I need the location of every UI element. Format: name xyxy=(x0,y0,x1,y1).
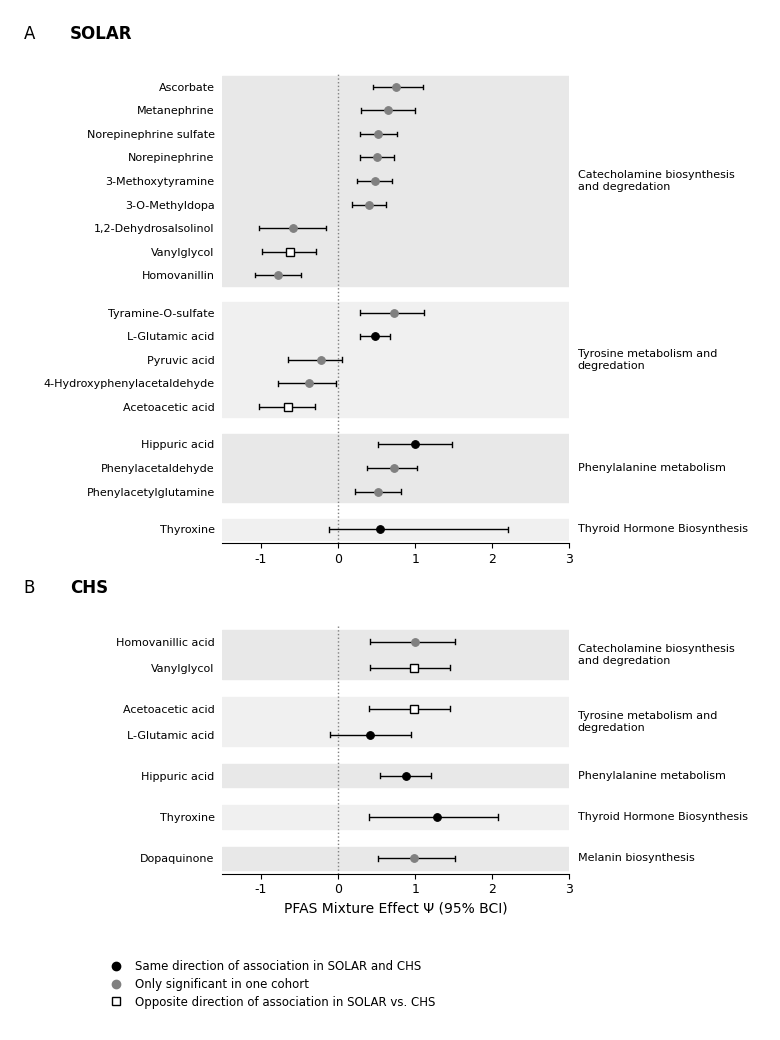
Text: Phenylalanine metabolism: Phenylalanine metabolism xyxy=(578,463,725,473)
X-axis label: PFAS Mixture Effect Ψ (95% BCI): PFAS Mixture Effect Ψ (95% BCI) xyxy=(284,902,508,916)
Text: Thyroid Hormone Biosynthesis: Thyroid Hormone Biosynthesis xyxy=(578,524,748,535)
Text: SOLAR: SOLAR xyxy=(70,25,133,44)
Text: Tyrosine metabolism and
degredation: Tyrosine metabolism and degredation xyxy=(578,711,717,732)
Legend: Same direction of association in SOLAR and CHS, Only significant in one cohort, : Same direction of association in SOLAR a… xyxy=(100,956,440,1013)
Text: B: B xyxy=(23,579,35,597)
Text: Tyrosine metabolism and
degredation: Tyrosine metabolism and degredation xyxy=(578,349,717,370)
Bar xyxy=(222,764,569,787)
Bar xyxy=(222,434,569,502)
Bar xyxy=(222,697,569,746)
Text: Catecholamine biosynthesis
and degredation: Catecholamine biosynthesis and degredati… xyxy=(578,171,735,191)
Bar xyxy=(222,303,569,417)
Bar xyxy=(222,519,569,540)
Bar xyxy=(222,76,569,286)
Text: Melanin biosynthesis: Melanin biosynthesis xyxy=(578,853,694,863)
Text: A: A xyxy=(23,25,35,44)
Bar xyxy=(222,805,569,829)
Text: CHS: CHS xyxy=(70,579,108,597)
Bar xyxy=(222,847,569,869)
Text: Thyroid Hormone Biosynthesis: Thyroid Hormone Biosynthesis xyxy=(578,812,748,822)
Text: Phenylalanine metabolism: Phenylalanine metabolism xyxy=(578,771,725,781)
Bar xyxy=(222,630,569,679)
Text: Catecholamine biosynthesis
and degredation: Catecholamine biosynthesis and degredati… xyxy=(578,644,735,666)
